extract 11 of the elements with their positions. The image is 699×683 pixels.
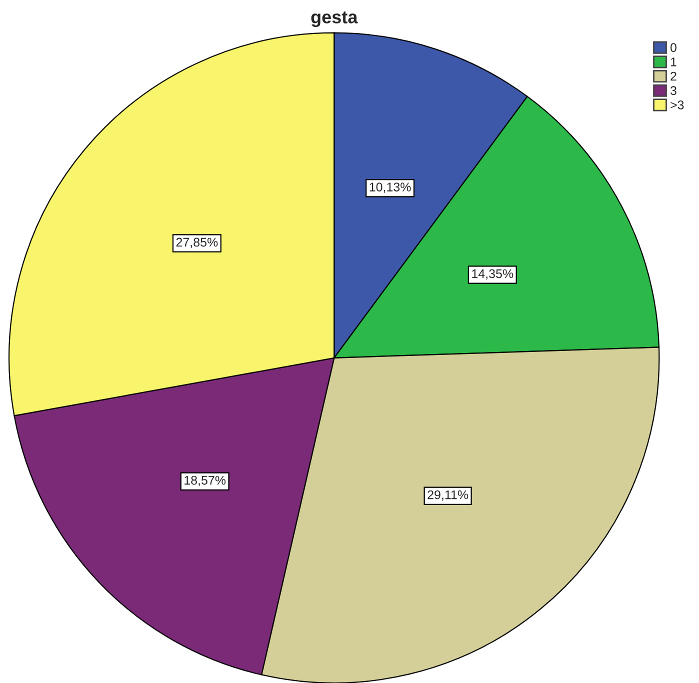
chart-title: gesta bbox=[311, 11, 358, 28]
legend-label: 1 bbox=[670, 58, 676, 66]
legend-label: 3 bbox=[670, 86, 676, 96]
data-label: 14,35% bbox=[472, 269, 514, 280]
data-label: 10,13% bbox=[370, 182, 411, 193]
legend-label: 2 bbox=[670, 72, 676, 81]
data-label: 27,85% bbox=[176, 238, 218, 248]
legend-label: >3 bbox=[670, 100, 684, 110]
legend-label: 0 bbox=[670, 43, 676, 52]
data-label: 18,57% bbox=[184, 476, 226, 486]
data-label: 29,11% bbox=[428, 490, 468, 501]
